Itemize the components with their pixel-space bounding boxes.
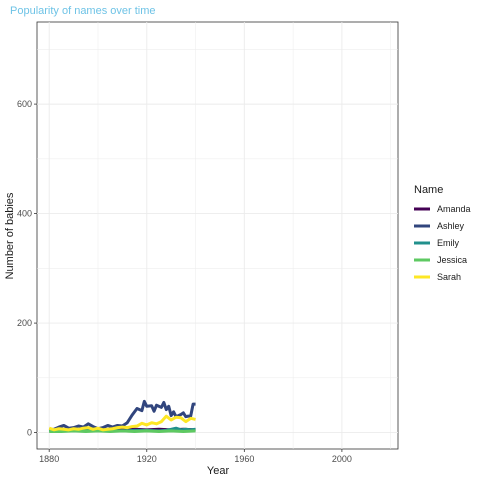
y-tick-label: 0 xyxy=(27,428,32,438)
y-axis-label: Number of babies xyxy=(4,192,16,279)
x-tick-label: 1880 xyxy=(39,454,59,464)
x-tick-label: 2000 xyxy=(332,454,352,464)
x-tick-label: 1920 xyxy=(137,454,157,464)
legend-label-emily: Emily xyxy=(437,238,459,248)
legend-title: Name xyxy=(414,184,443,196)
legend-label-sarah: Sarah xyxy=(437,272,461,282)
chart-title: Popularity of names over time xyxy=(10,5,156,17)
plot-panel xyxy=(36,21,399,450)
y-tick-label: 600 xyxy=(17,99,32,109)
y-axis: 0 200 400 600 xyxy=(17,99,37,438)
y-tick-label: 400 xyxy=(17,209,32,219)
y-tick-label: 200 xyxy=(17,318,32,328)
series-line-jessica xyxy=(49,429,196,433)
x-axis: 1880 1920 1960 2000 xyxy=(39,449,352,464)
legend-label-ashley: Ashley xyxy=(437,221,465,231)
x-tick-label: 1960 xyxy=(234,454,254,464)
x-axis-label: Year xyxy=(207,465,230,477)
legend: Name Amanda Ashley Emily Jessica Sarah xyxy=(414,184,471,282)
series-line-sarah xyxy=(48,414,196,432)
grid-lines xyxy=(37,22,398,449)
series-layer xyxy=(48,399,196,433)
legend-label-jessica: Jessica xyxy=(437,255,467,265)
legend-label-amanda: Amanda xyxy=(437,204,471,214)
series-line-ashley xyxy=(49,399,196,432)
